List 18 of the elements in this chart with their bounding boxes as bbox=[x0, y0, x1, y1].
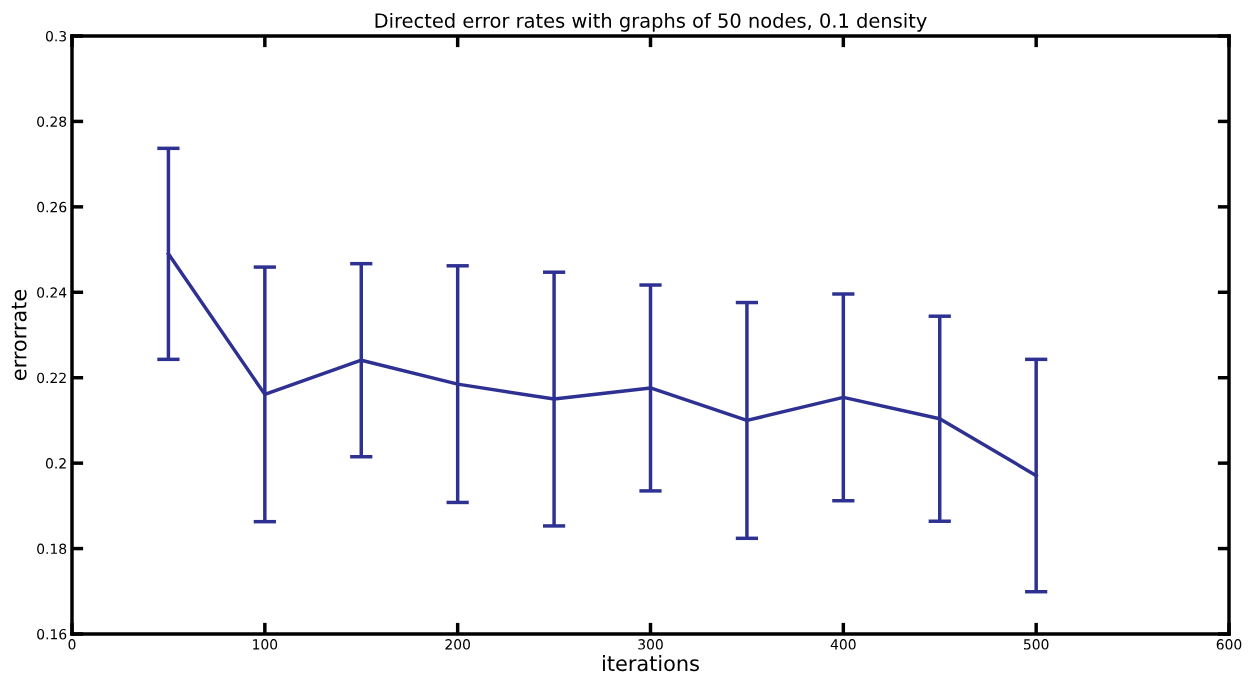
y-tick-label: 0.2 bbox=[45, 458, 66, 469]
x-tick-label: 500 bbox=[1023, 639, 1049, 650]
x-axis-title: iterations bbox=[603, 655, 699, 672]
x-tick-label: 300 bbox=[638, 639, 663, 650]
y-tick-label: 0.18 bbox=[37, 543, 67, 555]
x-tick-label: 100 bbox=[253, 639, 278, 650]
y-tick-label: 0.3 bbox=[45, 30, 67, 42]
x-tick-label: 0 bbox=[68, 639, 76, 650]
y-tick-label: 0.24 bbox=[37, 287, 67, 298]
y-tick-label: 0.26 bbox=[37, 201, 67, 213]
y-tick-label: 0.28 bbox=[37, 116, 67, 127]
x-tick-label: 600 bbox=[1216, 639, 1242, 650]
chart-title: Directed error rates with graphs of 50 nodes, 0.1 density bbox=[375, 12, 927, 32]
y-tick-label: 0.22 bbox=[37, 372, 66, 384]
y-tick-label: 0.16 bbox=[37, 628, 67, 640]
x-tick-label: 400 bbox=[830, 639, 856, 650]
y-axis-title: errorrate bbox=[11, 289, 27, 381]
x-tick-label: 200 bbox=[445, 639, 470, 650]
